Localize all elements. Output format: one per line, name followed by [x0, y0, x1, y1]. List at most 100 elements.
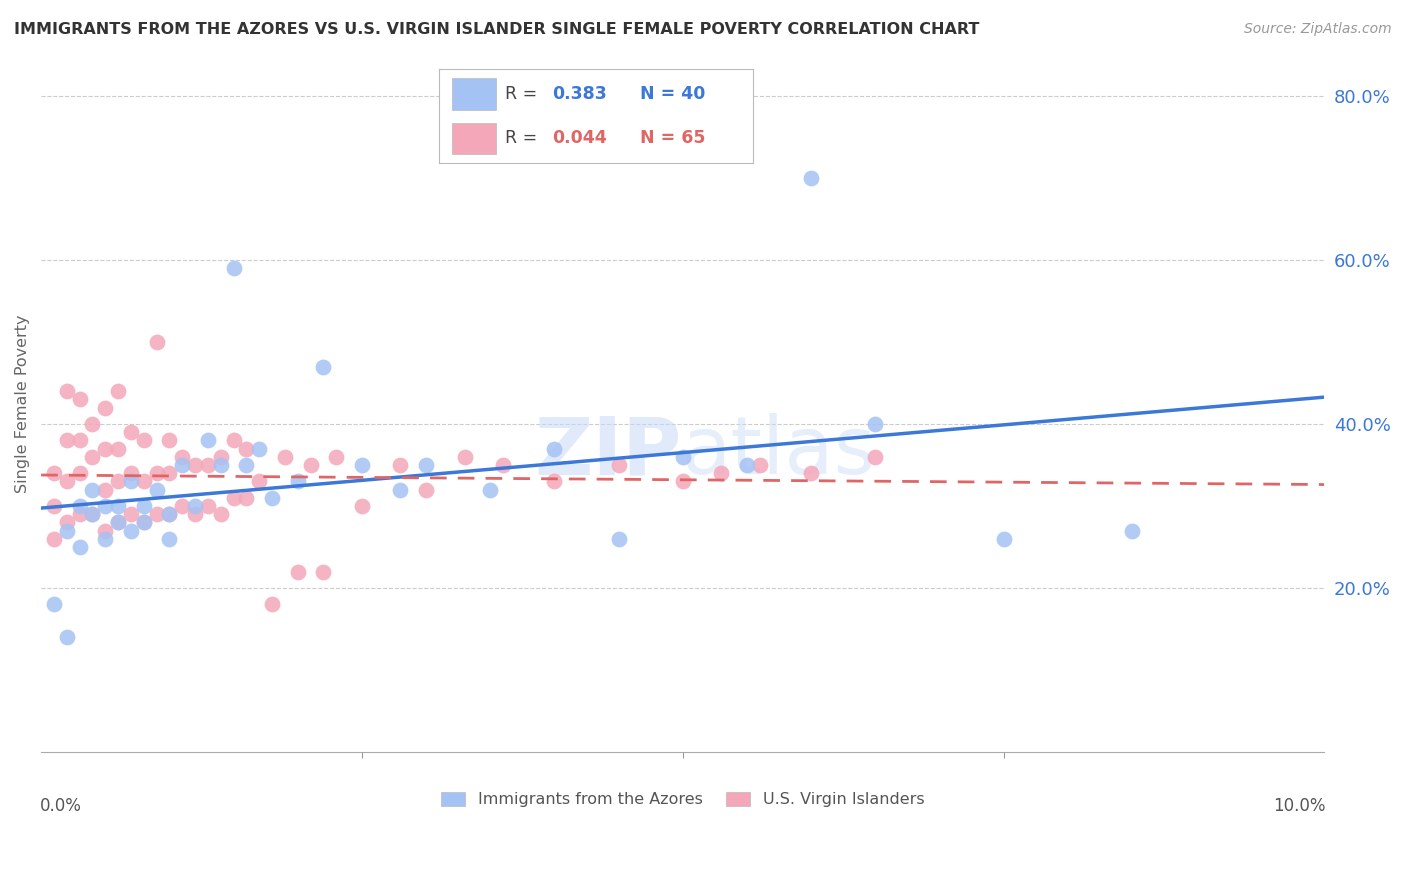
Legend: Immigrants from the Azores, U.S. Virgin Islanders: Immigrants from the Azores, U.S. Virgin …	[434, 785, 931, 814]
Point	[120, 466, 142, 480]
Point	[120, 475, 142, 489]
Point	[82, 483, 104, 497]
Point	[132, 434, 155, 448]
Point	[69, 466, 91, 480]
Point	[159, 507, 181, 521]
Point	[120, 524, 142, 538]
Point	[222, 491, 245, 505]
Point	[107, 475, 129, 489]
Point	[132, 516, 155, 530]
Point	[247, 475, 270, 489]
Point	[492, 458, 515, 472]
Point	[350, 499, 373, 513]
Point	[94, 532, 117, 546]
Point	[172, 450, 194, 464]
Point	[235, 491, 257, 505]
Point	[69, 507, 91, 521]
Point	[197, 458, 219, 472]
Point	[107, 442, 129, 456]
Point	[132, 516, 155, 530]
Point	[865, 450, 887, 464]
Point	[69, 499, 91, 513]
Text: IMMIGRANTS FROM THE AZORES VS U.S. VIRGIN ISLANDER SINGLE FEMALE POVERTY CORRELA: IMMIGRANTS FROM THE AZORES VS U.S. VIRGI…	[14, 22, 980, 37]
Point	[543, 475, 565, 489]
Point	[172, 458, 194, 472]
Point	[748, 458, 770, 472]
Point	[82, 450, 104, 464]
Point	[1121, 524, 1143, 538]
Point	[94, 442, 117, 456]
Point	[55, 384, 77, 399]
Point	[145, 466, 167, 480]
Point	[607, 532, 630, 546]
Point	[710, 466, 733, 480]
Point	[42, 499, 65, 513]
Point	[235, 442, 257, 456]
Point	[120, 507, 142, 521]
Point	[415, 483, 437, 497]
Point	[55, 434, 77, 448]
Point	[274, 450, 297, 464]
Point	[145, 483, 167, 497]
Point	[415, 458, 437, 472]
Point	[672, 475, 695, 489]
Point	[94, 483, 117, 497]
Point	[145, 334, 167, 349]
Point	[159, 466, 181, 480]
Point	[55, 516, 77, 530]
Text: atlas: atlas	[682, 413, 876, 491]
Point	[389, 483, 412, 497]
Point	[209, 458, 232, 472]
Point	[312, 359, 335, 374]
Point	[172, 499, 194, 513]
Point	[184, 499, 207, 513]
Point	[107, 499, 129, 513]
Point	[94, 524, 117, 538]
Point	[299, 458, 322, 472]
Point	[107, 516, 129, 530]
Point	[69, 434, 91, 448]
Point	[800, 171, 823, 186]
Point	[209, 507, 232, 521]
Point	[94, 401, 117, 415]
Point	[209, 450, 232, 464]
Point	[69, 540, 91, 554]
Point	[120, 425, 142, 440]
Point	[159, 434, 181, 448]
Point	[55, 475, 77, 489]
Point	[159, 532, 181, 546]
Point	[42, 466, 65, 480]
Point	[197, 499, 219, 513]
Text: ZIP: ZIP	[534, 413, 682, 491]
Point	[94, 499, 117, 513]
Point	[479, 483, 502, 497]
Point	[42, 598, 65, 612]
Point	[82, 417, 104, 431]
Point	[735, 458, 758, 472]
Point	[42, 532, 65, 546]
Point	[543, 442, 565, 456]
Point	[132, 475, 155, 489]
Point	[389, 458, 412, 472]
Point	[69, 392, 91, 407]
Point	[107, 516, 129, 530]
Point	[132, 499, 155, 513]
Point	[145, 507, 167, 521]
Point	[222, 261, 245, 276]
Point	[287, 475, 309, 489]
Point	[55, 524, 77, 538]
Point	[262, 491, 284, 505]
Point	[247, 442, 270, 456]
Text: Source: ZipAtlas.com: Source: ZipAtlas.com	[1244, 22, 1392, 37]
Point	[672, 450, 695, 464]
Point	[350, 458, 373, 472]
Point	[197, 434, 219, 448]
Point	[262, 598, 284, 612]
Point	[993, 532, 1015, 546]
Point	[453, 450, 475, 464]
Point	[82, 507, 104, 521]
Text: 10.0%: 10.0%	[1274, 797, 1326, 815]
Text: 0.0%: 0.0%	[39, 797, 82, 815]
Point	[287, 565, 309, 579]
Point	[184, 458, 207, 472]
